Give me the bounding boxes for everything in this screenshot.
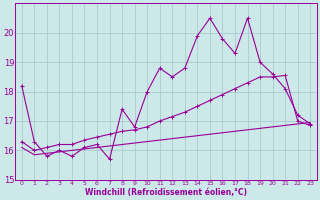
X-axis label: Windchill (Refroidissement éolien,°C): Windchill (Refroidissement éolien,°C) [85, 188, 247, 197]
